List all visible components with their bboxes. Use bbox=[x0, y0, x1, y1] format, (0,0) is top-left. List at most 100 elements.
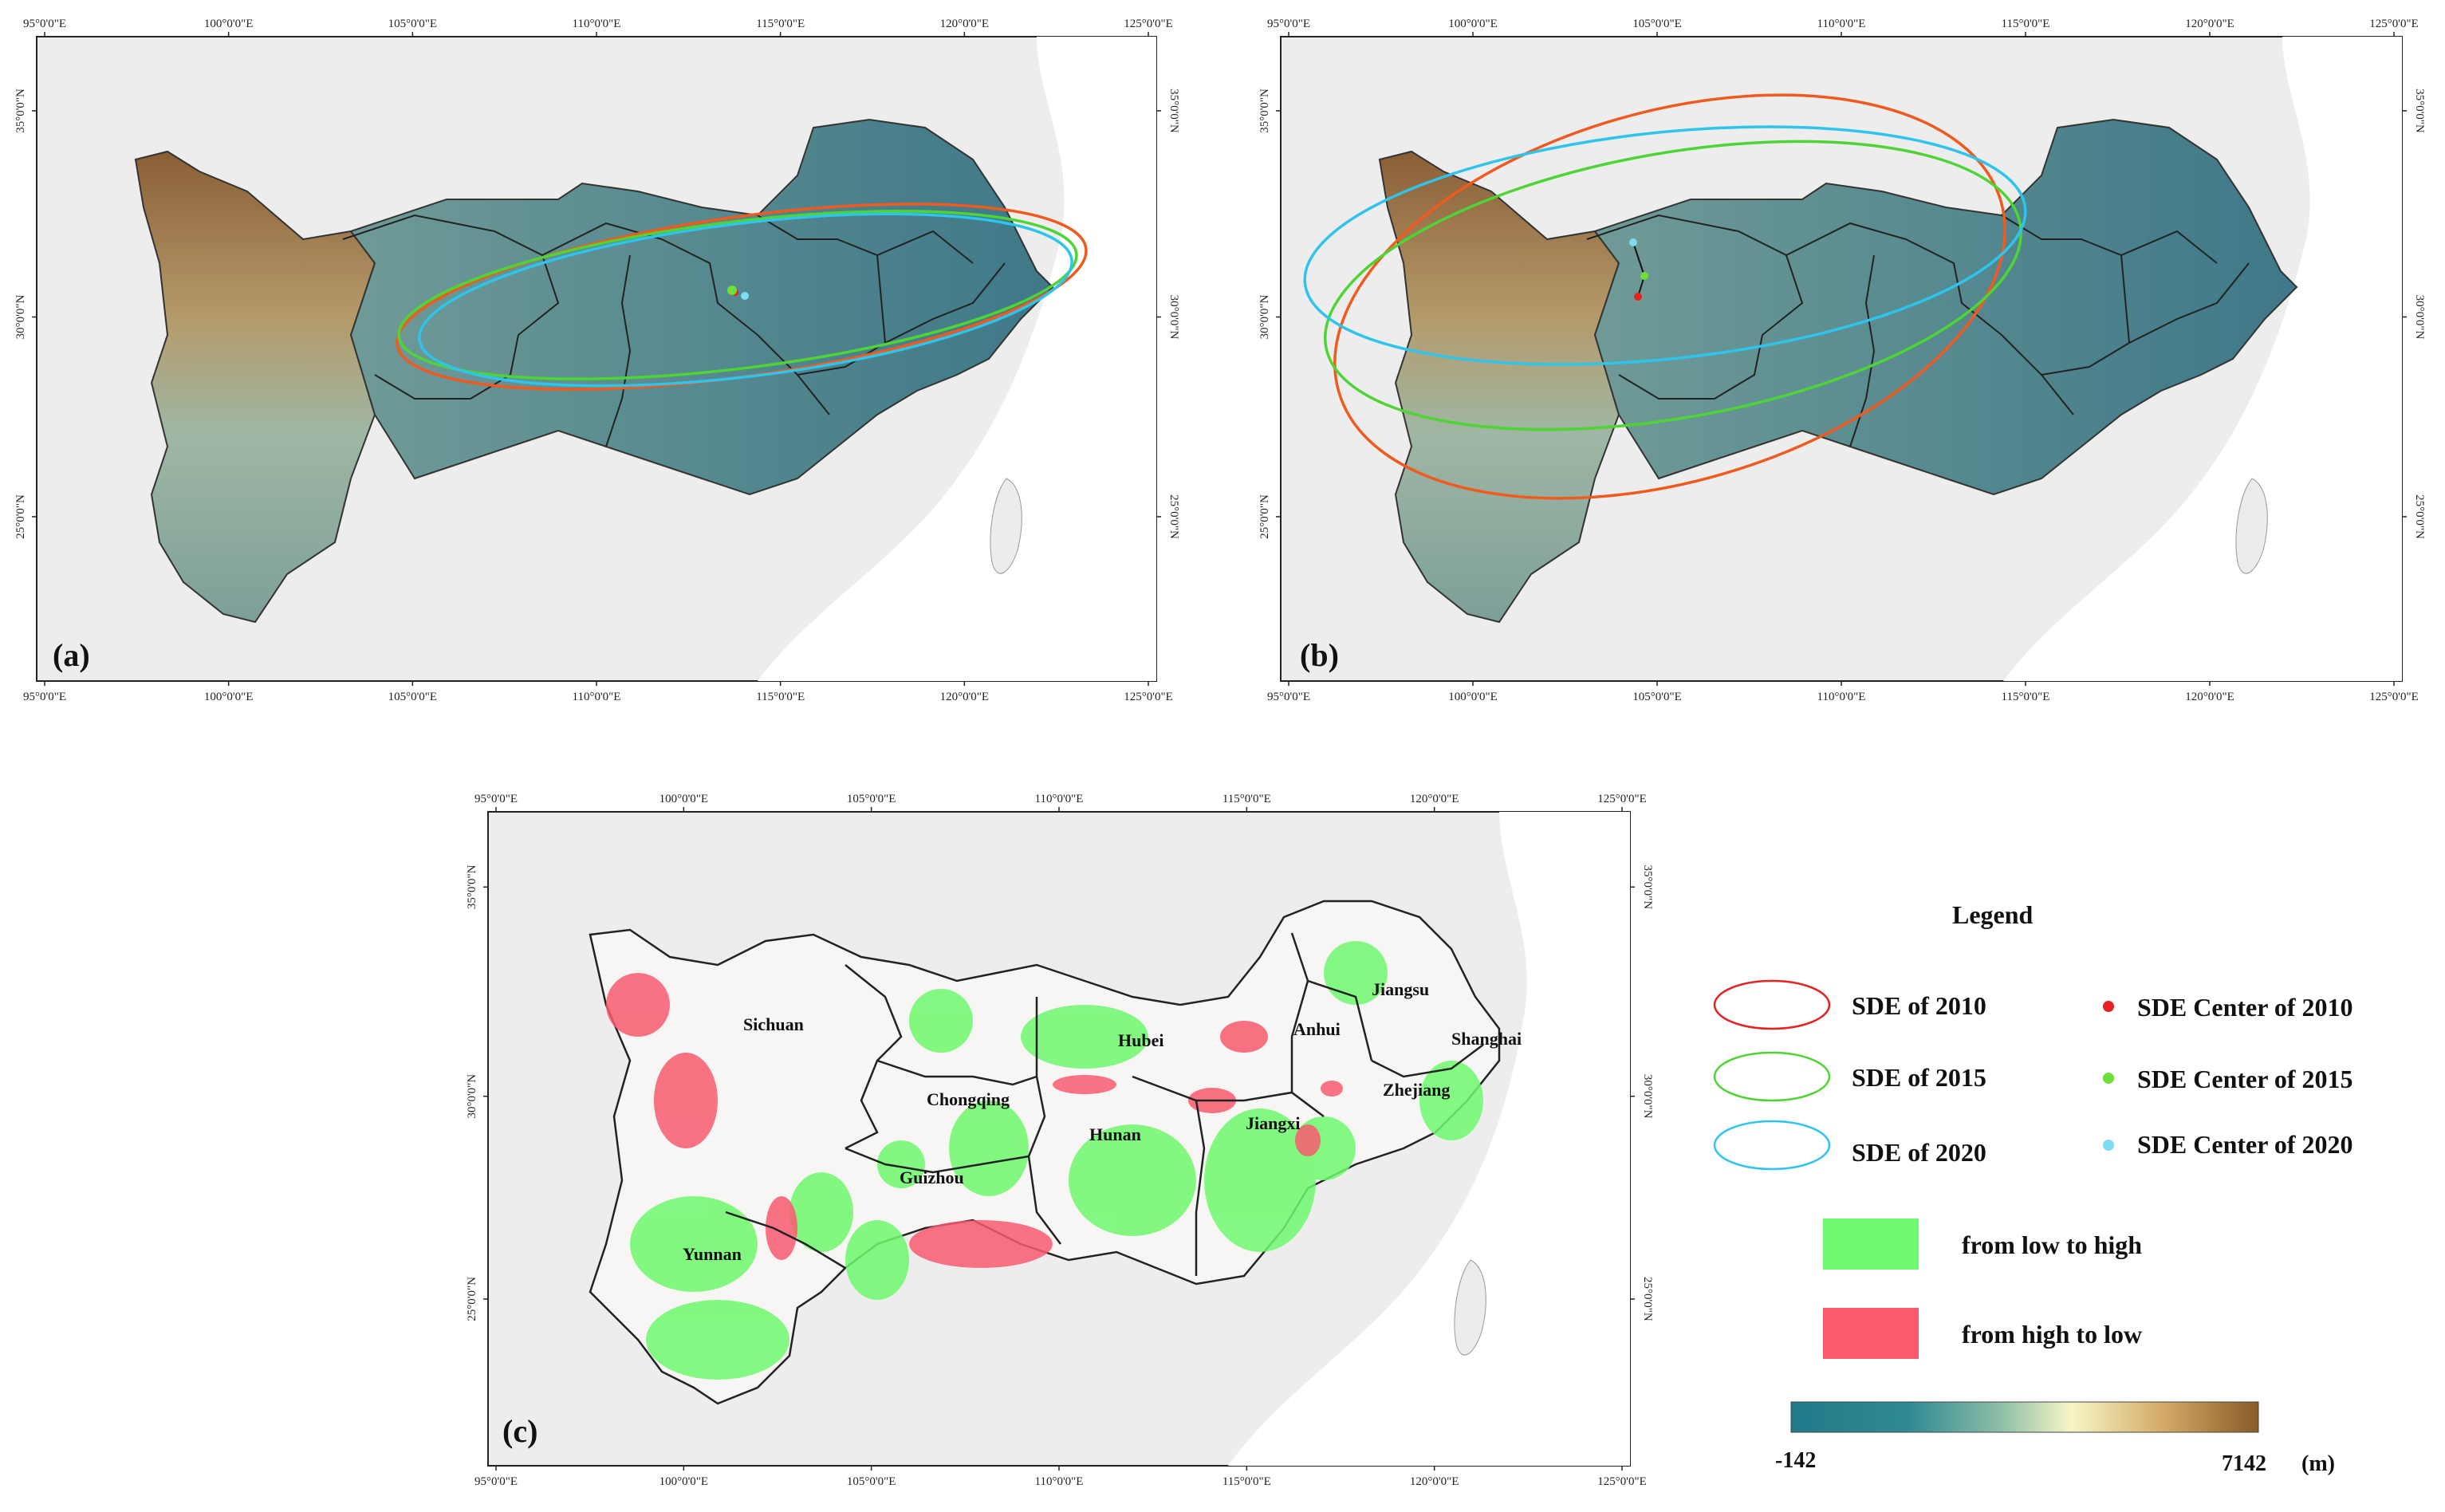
province-label-sichuan: Sichuan bbox=[743, 1014, 804, 1034]
latitude-tick-label: 30°0'0"N bbox=[14, 294, 27, 339]
legend-center-2015-dot bbox=[2103, 1073, 2114, 1084]
change-increase-patches bbox=[630, 941, 1483, 1380]
study-region-west bbox=[134, 150, 376, 624]
change-decrease-patches bbox=[606, 973, 1343, 1268]
longitude-tick-label: 100°0'0"E bbox=[1448, 691, 1498, 703]
longitude-tick-label: 100°0'0"E bbox=[204, 691, 254, 703]
latitude-tick-label: 30°0'0"N bbox=[2413, 295, 2426, 340]
longitude-tick-label: 100°0'0"E bbox=[204, 18, 254, 30]
longitude-tick-label: 115°0'0"E bbox=[2002, 691, 2050, 703]
latitude-tick-label: 25°0'0"N bbox=[2413, 494, 2426, 539]
longitude-tick-label: 95°0'0"E bbox=[1267, 691, 1310, 703]
longitude-tick-label: 100°0'0"E bbox=[1448, 18, 1498, 30]
longitude-tick-label: 120°0'0"E bbox=[940, 691, 990, 703]
longitude-tick-label: 120°0'0"E bbox=[1410, 793, 1459, 805]
longitude-tick-label: 110°0'0"E bbox=[573, 691, 621, 703]
legend-high-to-low-label: from high to low bbox=[1962, 1320, 2142, 1349]
longitude-tick-label: 95°0'0"E bbox=[23, 691, 66, 703]
longitude-tick-label: 95°0'0"E bbox=[23, 18, 66, 30]
study-region-west bbox=[1378, 150, 1620, 624]
legend-center-2020-dot bbox=[2103, 1140, 2114, 1151]
panel-label-c: (c) bbox=[502, 1413, 537, 1449]
legend-title: Legend bbox=[1952, 900, 2034, 929]
panel-label-a: (a) bbox=[53, 637, 90, 673]
longitude-tick-label: 115°0'0"E bbox=[756, 18, 805, 30]
sea-area bbox=[2003, 37, 2402, 681]
latitude-tick-label: 35°0'0"N bbox=[466, 864, 478, 909]
longitude-tick-label: 110°0'0"E bbox=[573, 18, 621, 30]
province-label-chongqing: Chongqing bbox=[927, 1089, 1010, 1109]
legend-center-2010-label: SDE Center of 2010 bbox=[2137, 993, 2353, 1022]
taiwan-island bbox=[2235, 478, 2268, 574]
longitude-tick-label: 125°0'0"E bbox=[1597, 1475, 1647, 1488]
longitude-tick-label: 105°0'0"E bbox=[847, 793, 896, 805]
sea-area bbox=[758, 37, 1156, 681]
sde-center-2015 bbox=[1640, 272, 1648, 280]
legend-low-to-high-swatch bbox=[1823, 1219, 1919, 1270]
longitude-tick-label: 105°0'0"E bbox=[388, 691, 438, 703]
legend-sde-2020-label: SDE of 2020 bbox=[1852, 1138, 1986, 1167]
coordinate-ticks: 95°0'0"E 95°0'0"E 100°0'0"E 100°0'0"E 105°0'… bbox=[14, 18, 2426, 1488]
latitude-tick-label: 25°0'0"N bbox=[466, 1277, 478, 1321]
latitude-tick-label: 30°0'0"N bbox=[1167, 295, 1180, 340]
latitude-tick-label: 35°0'0"N bbox=[14, 89, 27, 133]
province-label-hubei: Hubei bbox=[1118, 1030, 1163, 1050]
taiwan-island bbox=[990, 478, 1022, 574]
sea-area bbox=[1228, 812, 1630, 1466]
longitude-tick-label: 120°0'0"E bbox=[2185, 691, 2234, 703]
longitude-tick-label: 125°0'0"E bbox=[1597, 793, 1647, 805]
elevation-min-label: -142 bbox=[1775, 1448, 1816, 1473]
legend-sde-2010-label: SDE of 2010 bbox=[1852, 991, 1986, 1020]
latitude-tick-label: 25°0'0"N bbox=[1641, 1277, 1654, 1321]
province-label-shanghai: Shanghai bbox=[1451, 1029, 1522, 1049]
longitude-tick-label: 115°0'0"E bbox=[1222, 793, 1271, 805]
legend: Legend SDE of 2010 SDE of 2015 SDE of 20… bbox=[1713, 900, 2353, 1476]
sde-center-2010 bbox=[1634, 293, 1642, 301]
province-label-jiangxi: Jiangxi bbox=[1246, 1113, 1300, 1133]
longitude-tick-label: 110°0'0"E bbox=[1817, 18, 1866, 30]
longitude-tick-label: 95°0'0"E bbox=[474, 1475, 518, 1488]
sde-center-2020 bbox=[1629, 238, 1637, 246]
province-borders bbox=[342, 214, 1006, 447]
map-panel-a: (a) bbox=[36, 36, 1157, 682]
legend-sde-2010-symbol bbox=[1713, 979, 1831, 1030]
longitude-tick-label: 105°0'0"E bbox=[847, 1475, 896, 1488]
longitude-tick-label: 120°0'0"E bbox=[940, 18, 990, 30]
longitude-tick-label: 125°0'0"E bbox=[2369, 691, 2419, 703]
legend-center-2015-label: SDE Center of 2015 bbox=[2137, 1065, 2353, 1093]
latitude-tick-label: 30°0'0"N bbox=[1258, 294, 1271, 339]
map-panel-c: Sichuan Chongqing Hubei Anhui Jiangsu Sh… bbox=[487, 811, 1631, 1467]
taiwan-island bbox=[1454, 1259, 1486, 1356]
legend-sde-2015-symbol bbox=[1713, 1051, 1831, 1102]
longitude-tick-label: 115°0'0"E bbox=[1222, 1475, 1271, 1488]
legend-center-2020-label: SDE Center of 2020 bbox=[2137, 1130, 2353, 1159]
latitude-tick-label: 25°0'0"N bbox=[1258, 494, 1271, 539]
panel-label-b: (b) bbox=[1300, 637, 1339, 673]
sde-2020-ellipse bbox=[418, 212, 1073, 388]
longitude-tick-label: 125°0'0"E bbox=[1124, 691, 1173, 703]
sde-center-2020 bbox=[741, 292, 749, 300]
longitude-tick-label: 95°0'0"E bbox=[474, 793, 518, 805]
sde-center-2015 bbox=[727, 285, 737, 295]
province-label-zhejiang: Zhejiang bbox=[1383, 1080, 1450, 1100]
longitude-tick-label: 125°0'0"E bbox=[2369, 18, 2419, 30]
longitude-tick-label: 105°0'0"E bbox=[1632, 691, 1682, 703]
latitude-tick-label: 30°0'0"N bbox=[1641, 1074, 1654, 1119]
province-label-hunan: Hunan bbox=[1089, 1124, 1141, 1144]
latitude-tick-label: 35°0'0"N bbox=[1641, 864, 1654, 909]
longitude-tick-label: 115°0'0"E bbox=[756, 691, 805, 703]
latitude-tick-label: 35°0'0"N bbox=[2413, 89, 2426, 133]
elevation-max-label: 7142 bbox=[2222, 1451, 2266, 1476]
longitude-tick-label: 110°0'0"E bbox=[1035, 793, 1084, 805]
latitude-tick-label: 35°0'0"N bbox=[1258, 89, 1271, 133]
sde-2020-ellipse bbox=[1303, 125, 2027, 366]
longitude-tick-label: 110°0'0"E bbox=[1035, 1475, 1084, 1488]
legend-sde-2020-symbol bbox=[1713, 1120, 1831, 1171]
longitude-tick-label: 120°0'0"E bbox=[2185, 18, 2234, 30]
longitude-tick-label: 105°0'0"E bbox=[1632, 18, 1682, 30]
sde-2015-ellipse bbox=[1324, 140, 2022, 431]
latitude-tick-label: 30°0'0"N bbox=[466, 1074, 478, 1119]
longitude-tick-label: 95°0'0"E bbox=[1267, 18, 1310, 30]
longitude-tick-label: 105°0'0"E bbox=[388, 18, 438, 30]
longitude-tick-label: 120°0'0"E bbox=[1410, 1475, 1459, 1488]
